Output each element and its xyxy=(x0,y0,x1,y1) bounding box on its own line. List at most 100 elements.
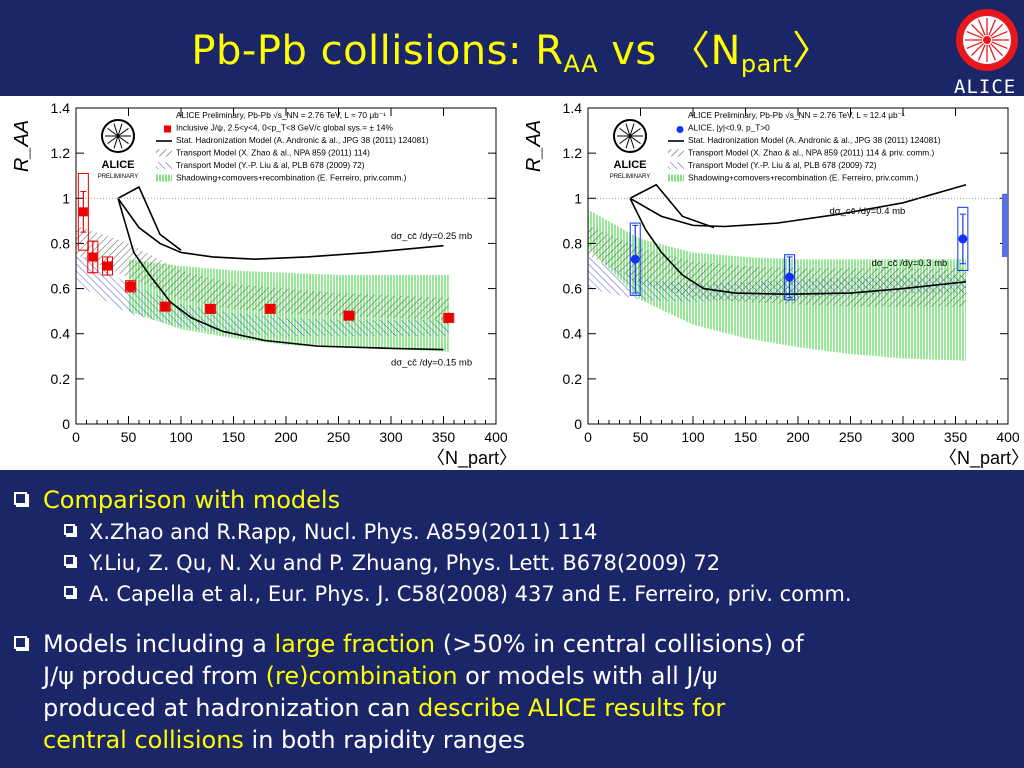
global-sys-box xyxy=(1002,193,1008,257)
alice-badge-ray xyxy=(113,123,119,137)
model-band-transport-zhao xyxy=(76,225,449,321)
alice-badge-ray xyxy=(625,135,631,149)
alice-badge-icon xyxy=(613,119,647,153)
logo-ray xyxy=(988,19,997,36)
logo-ray xyxy=(988,44,997,61)
bullet-comparison-text: Comparison with models xyxy=(43,486,341,514)
data-sys-box xyxy=(77,172,89,251)
title-mid: vs 〈N xyxy=(598,28,741,74)
legend-swatch-zhao xyxy=(668,149,684,157)
x-tick-label: 300 xyxy=(379,429,403,445)
alice-badge-ray xyxy=(117,135,129,145)
data-point xyxy=(78,207,88,217)
x-tick-label: 50 xyxy=(633,429,649,445)
checkbox-bullet-icon xyxy=(14,492,27,505)
y-tick-label: 1.4 xyxy=(51,100,71,116)
legend-entry: Shadowing+comovers+recombination (E. Fer… xyxy=(688,173,919,183)
title-sub-part: part xyxy=(740,50,793,78)
alice-badge-ray xyxy=(107,127,119,137)
alice-badge-ray xyxy=(629,127,641,137)
x-tick-label: 300 xyxy=(891,429,915,445)
models-part-1: Models including a xyxy=(43,630,275,658)
x-tick-label: 350 xyxy=(432,429,456,445)
bullet-ref1-text: X.Zhao and R.Rapp, Nucl. Phys. A859(2011… xyxy=(89,520,598,544)
y-tick-label: 0.6 xyxy=(563,281,583,297)
models-part-10: in both rapidity ranges xyxy=(243,726,526,754)
bullet-area: Comparison with models X.Zhao and R.Rapp… xyxy=(0,478,1024,768)
legend-entry: ALICE Preliminary, Pb-Pb √s_NN = 2.76 Te… xyxy=(688,110,905,120)
logo-ray xyxy=(991,41,1008,50)
y-tick-label: 0 xyxy=(574,416,582,432)
model-line-stat-peak xyxy=(629,183,715,229)
checkbox-bullet-icon xyxy=(64,524,75,535)
data-sys-box xyxy=(204,303,216,314)
alice-badge-ray xyxy=(117,123,123,137)
legend-entry: ALICE Preliminary, Pb-Pb √s_NN = 2.76 Te… xyxy=(176,110,386,120)
models-central-collisions: central collisions xyxy=(43,726,244,754)
slide-header xyxy=(0,0,1024,96)
y-tick-label: 0.8 xyxy=(51,235,71,251)
checkbox-bullet-icon xyxy=(64,586,75,597)
legend-marker-mid xyxy=(676,126,684,133)
model-line-stat-upper xyxy=(117,197,444,261)
alice-logo-icon xyxy=(956,9,1018,71)
alice-badge-title: ALICE xyxy=(102,159,135,171)
legend-entry: Transport Model (Y.-P. Liu & al, PLB 678… xyxy=(176,160,365,170)
alice-badge-ray xyxy=(629,123,635,137)
data-point xyxy=(958,234,968,244)
legend-entry: Stat. Hadronization Model (A. Andronic &… xyxy=(688,135,941,145)
data-sys-box xyxy=(629,222,641,296)
y-tick-label: 0.2 xyxy=(563,371,583,387)
checkbox-bullet-icon xyxy=(14,636,27,649)
data-sys-box xyxy=(159,301,171,312)
logo-ray xyxy=(991,30,1008,39)
models-describe-alice: describe ALICE results for xyxy=(417,694,726,722)
data-sys-box xyxy=(957,206,969,272)
y-tick-label: 0.4 xyxy=(51,326,71,342)
y-axis-title: R_AA xyxy=(11,120,33,172)
legend-marker-forward xyxy=(164,125,171,133)
chart-mid-svg: 0 50 100 150 200 250 300 350 400 0 0.2 0.4 0.6 0.8 1 1.… xyxy=(523,100,1024,469)
title-sub-aa: AA xyxy=(563,50,598,78)
legend-swatch-liu xyxy=(156,162,172,169)
model-annotation: dσ_cc̄ /dy=0.3 mb xyxy=(872,258,948,269)
y-axis-title: R_AA xyxy=(523,120,545,172)
y-tick-label: 1.2 xyxy=(51,145,71,161)
data-point xyxy=(785,272,795,282)
title-main: Pb-Pb collisions: R xyxy=(191,28,564,74)
alice-badge-subtitle: PRELIMINARY xyxy=(98,174,139,180)
data-point xyxy=(103,261,112,271)
legend-swatch-ferreiro xyxy=(668,174,684,182)
logo-ray xyxy=(990,43,1004,57)
chart-mid-rapidity: 0 50 100 150 200 250 300 350 400 0 0.2 0.4 0.6 0.8 1 1.… xyxy=(512,96,1024,470)
y-tick-label: 0 xyxy=(62,416,70,432)
y-tick-label: 0.6 xyxy=(51,281,71,297)
x-tick-label: 100 xyxy=(681,429,705,445)
alice-badge-ray xyxy=(625,123,631,137)
x-tick-label: 150 xyxy=(222,429,246,445)
x-tick-label: 400 xyxy=(484,429,508,445)
y-tick-label: 0.8 xyxy=(563,235,583,251)
bullet-comparison: Comparison with models xyxy=(12,484,340,516)
model-band-transport-liu xyxy=(76,252,449,336)
models-part-7: produced at hadronization can xyxy=(43,694,418,722)
logo-ray xyxy=(977,44,986,61)
model-line-stat-upper xyxy=(629,183,967,228)
slide-title: Pb-Pb collisions: RAA vs 〈Npart〉 xyxy=(0,18,1024,78)
alice-badge-ray xyxy=(629,135,635,149)
bullet-ref3: A. Capella et al., Eur. Phys. J. C58(200… xyxy=(64,580,852,608)
model-annotation: dσ_cc̄ /dy=0.25 mb xyxy=(391,231,472,242)
data-sys-box xyxy=(784,254,796,301)
legend-entry: Transport Model (X. Zhao & al., NPA 859 … xyxy=(688,148,934,158)
model-line-stat-lower xyxy=(629,197,967,296)
legend-entry: Shadowing+comovers+recombination (E. Fer… xyxy=(176,173,407,183)
bullet-models: Models including a large fraction (>50% … xyxy=(12,628,804,756)
bullet-ref2-text: Y.Liu, Z. Qu, N. Xu and P. Zhuang, Phys.… xyxy=(89,551,721,575)
x-tick-label: 0 xyxy=(584,429,592,445)
x-axis-title: 〈N_part〉 xyxy=(939,448,1024,469)
model-annotation: dσ_cc̄ /dy=0.4 mb xyxy=(830,206,906,217)
x-tick-label: 50 xyxy=(121,429,137,445)
models-part-6: or models with all J/ψ xyxy=(457,662,718,690)
x-axis-title: 〈N_part〉 xyxy=(427,448,512,469)
x-tick-label: 250 xyxy=(839,429,863,445)
